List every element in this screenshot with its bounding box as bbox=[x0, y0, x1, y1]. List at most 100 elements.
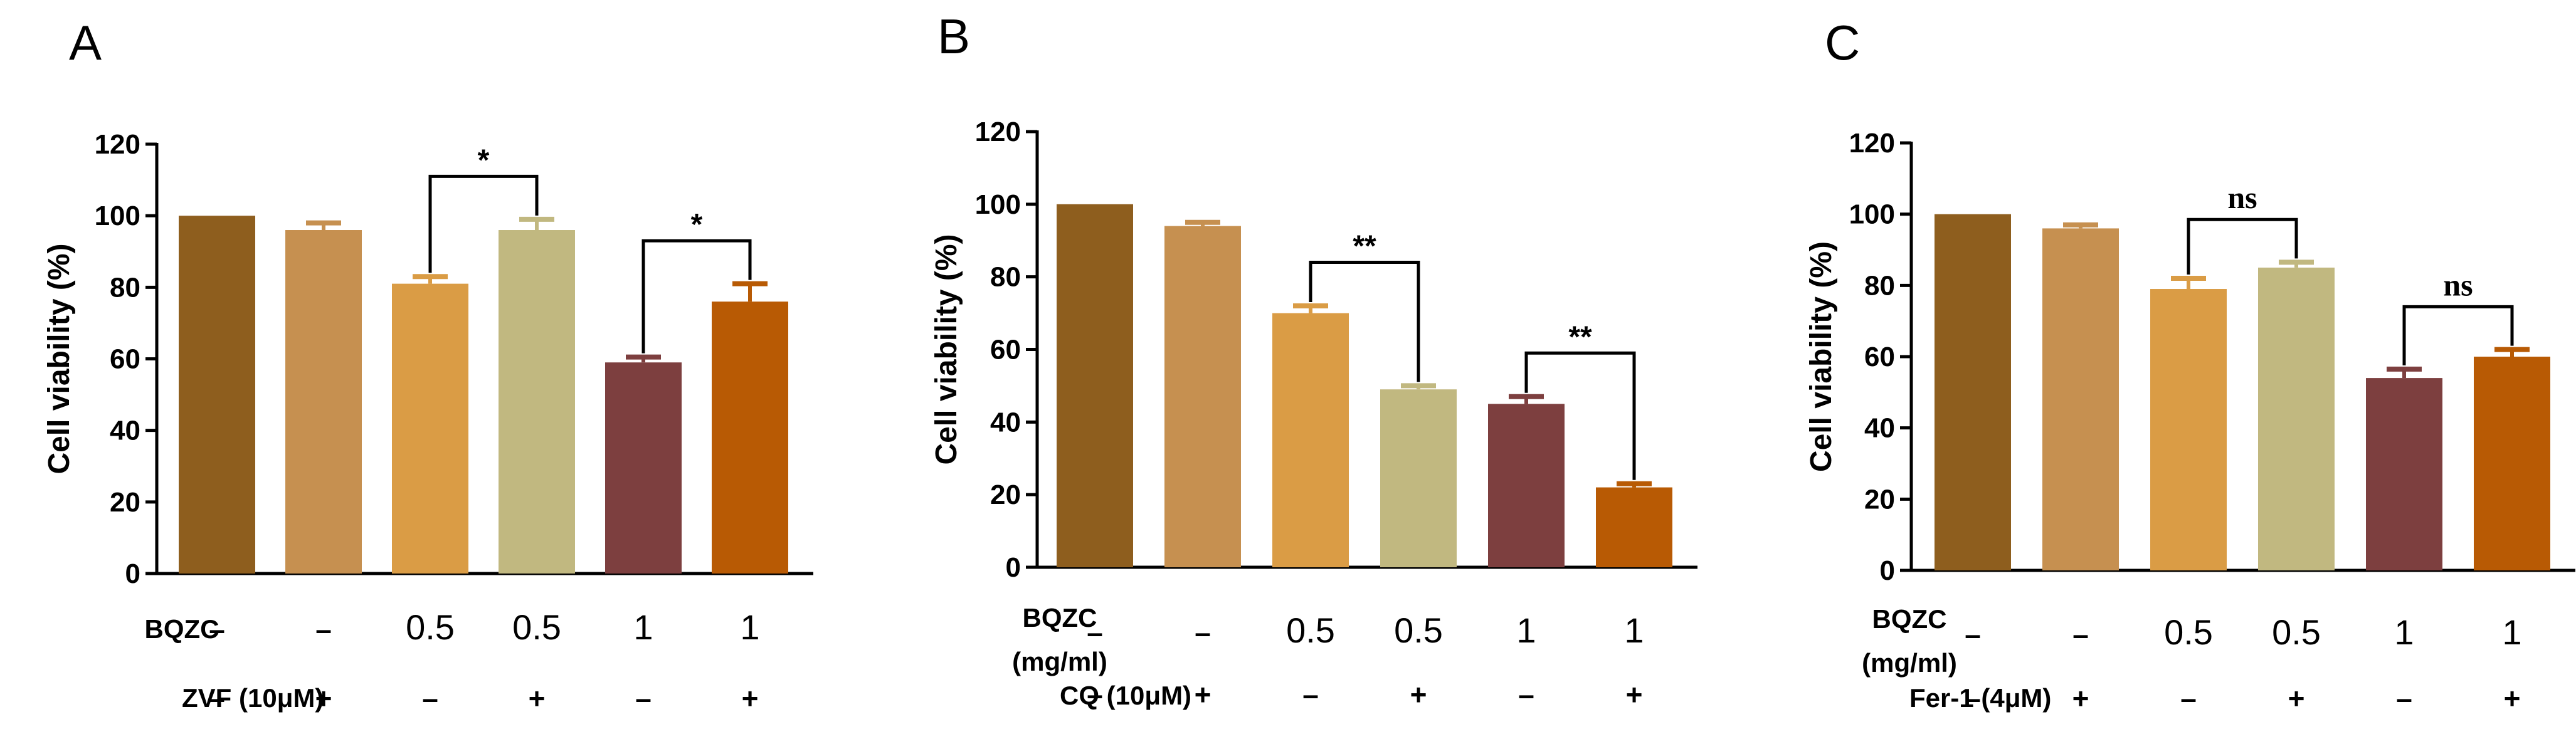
significance-bracket bbox=[2187, 218, 2298, 275]
significance-label: ** bbox=[1568, 320, 1592, 354]
condition-label: CQ (10μM) bbox=[1060, 681, 1191, 710]
y-tick-label: 60 bbox=[1864, 342, 1895, 372]
condition-cell: – bbox=[635, 682, 652, 715]
y-tick-label: 120 bbox=[975, 117, 1021, 147]
panel-c: C 0 20 40 60 80 100 120 Cell viability (%) ns ns BQ… bbox=[1805, 15, 2575, 715]
bar bbox=[2150, 289, 2227, 570]
condition-cell: – bbox=[1302, 678, 1319, 711]
condition-cell: 0.5 bbox=[2164, 612, 2213, 652]
bar bbox=[1057, 204, 1133, 567]
condition-cell: + bbox=[529, 682, 546, 715]
panel-b: B 0 20 40 60 80 100 120 Cell viability (%) ** ** BQ… bbox=[930, 9, 1697, 711]
condition-label: BQZC bbox=[1023, 603, 1097, 632]
condition-label-unit: (mg/ml) bbox=[1862, 648, 1957, 678]
y-tick-label: 20 bbox=[1864, 484, 1895, 515]
y-tick-label: 100 bbox=[1849, 199, 1895, 230]
bar bbox=[499, 230, 575, 574]
bar bbox=[1164, 226, 1241, 567]
bar bbox=[2366, 378, 2442, 570]
y-tick-label: 100 bbox=[95, 201, 140, 231]
condition-cell: – bbox=[2072, 618, 2089, 651]
condition-cell: – bbox=[209, 613, 225, 646]
bar bbox=[1596, 487, 1672, 567]
y-axis-label: Cell viability (%) bbox=[43, 243, 76, 474]
y-tick-label: 100 bbox=[975, 189, 1021, 220]
condition-label: ZVF (10μM) bbox=[182, 683, 324, 713]
condition-cell: 1 bbox=[2394, 612, 2414, 652]
condition-cell: 1 bbox=[2502, 612, 2521, 652]
y-tick-label: 80 bbox=[1864, 270, 1895, 301]
condition-cell: – bbox=[1087, 678, 1103, 711]
condition-cell: 0.5 bbox=[1286, 611, 1335, 650]
condition-cell: 1 bbox=[740, 607, 759, 647]
condition-label: BQZC bbox=[1872, 604, 1947, 634]
bar bbox=[2258, 267, 2335, 570]
bar bbox=[1488, 404, 1565, 567]
condition-cell: – bbox=[2396, 682, 2412, 715]
bar bbox=[179, 216, 255, 574]
significance-bracket bbox=[428, 174, 539, 273]
y-tick-label: 120 bbox=[95, 129, 140, 160]
bar bbox=[392, 283, 468, 574]
y-tick-label: 40 bbox=[110, 416, 140, 446]
condition-cell: – bbox=[1965, 618, 1981, 651]
condition-label: Fer-1 (4μM) bbox=[1909, 683, 2051, 713]
condition-label: BQZC bbox=[145, 614, 219, 644]
y-tick-label: 20 bbox=[110, 487, 140, 518]
y-tick-label: 0 bbox=[1880, 555, 1895, 586]
condition-cell: 0.5 bbox=[406, 607, 455, 647]
significance-bracket bbox=[641, 239, 752, 354]
significance-label: ns bbox=[2443, 267, 2473, 302]
y-tick-label: 120 bbox=[1849, 128, 1895, 159]
y-tick-label: 40 bbox=[1864, 413, 1895, 444]
y-tick-label: 0 bbox=[1006, 552, 1021, 583]
condition-cell: + bbox=[2072, 682, 2089, 715]
bar bbox=[1380, 389, 1457, 567]
condition-label-unit: (mg/ml) bbox=[1012, 647, 1107, 676]
panel-a: A 0 20 40 60 80 100 120 Cell viability (%) * * BQZC… bbox=[43, 15, 813, 715]
condition-cell: – bbox=[422, 682, 438, 715]
bar bbox=[712, 301, 788, 574]
condition-cell: – bbox=[1195, 616, 1211, 649]
condition-cell: 1 bbox=[633, 607, 653, 647]
condition-cell: – bbox=[315, 613, 332, 646]
condition-cell: – bbox=[2180, 682, 2197, 715]
y-tick-label: 60 bbox=[110, 344, 140, 375]
condition-cell: + bbox=[1626, 678, 1643, 711]
bar bbox=[1272, 313, 1349, 567]
significance-bracket bbox=[1309, 261, 1420, 382]
y-tick-label: 80 bbox=[990, 262, 1021, 293]
bar bbox=[605, 362, 682, 574]
condition-cell: 0.5 bbox=[512, 607, 561, 647]
panel-letter: C bbox=[1825, 15, 1860, 70]
significance-label: ** bbox=[1353, 230, 1376, 263]
y-tick-label: 40 bbox=[990, 407, 1021, 438]
bar bbox=[1935, 214, 2011, 571]
condition-cell: + bbox=[1195, 678, 1211, 711]
y-axis-label: Cell viability (%) bbox=[1805, 241, 1838, 472]
y-tick-label: 0 bbox=[125, 558, 140, 589]
significance-label: ns bbox=[2227, 180, 2257, 215]
condition-cell: + bbox=[742, 682, 759, 715]
condition-cell: + bbox=[315, 682, 332, 715]
bar bbox=[285, 230, 362, 574]
condition-cell: 0.5 bbox=[1394, 611, 1443, 650]
condition-cell: – bbox=[1965, 682, 1981, 715]
condition-cell: + bbox=[1410, 678, 1427, 711]
significance-bracket bbox=[2402, 305, 2514, 365]
condition-cell: + bbox=[2504, 682, 2521, 715]
panel-letter: A bbox=[69, 15, 102, 70]
condition-cell: – bbox=[1518, 678, 1534, 711]
panel-letter: B bbox=[937, 9, 970, 64]
condition-cell: 1 bbox=[1516, 611, 1536, 650]
y-tick-label: 80 bbox=[110, 272, 140, 303]
bar bbox=[2042, 228, 2119, 570]
condition-cell: – bbox=[209, 682, 225, 715]
y-tick-label: 60 bbox=[990, 335, 1021, 365]
significance-bracket bbox=[1524, 351, 1636, 480]
significance-label: * bbox=[691, 208, 703, 241]
condition-cell: 0.5 bbox=[2272, 612, 2321, 652]
condition-cell: 1 bbox=[1624, 611, 1644, 650]
y-axis-label: Cell viability (%) bbox=[930, 234, 963, 464]
